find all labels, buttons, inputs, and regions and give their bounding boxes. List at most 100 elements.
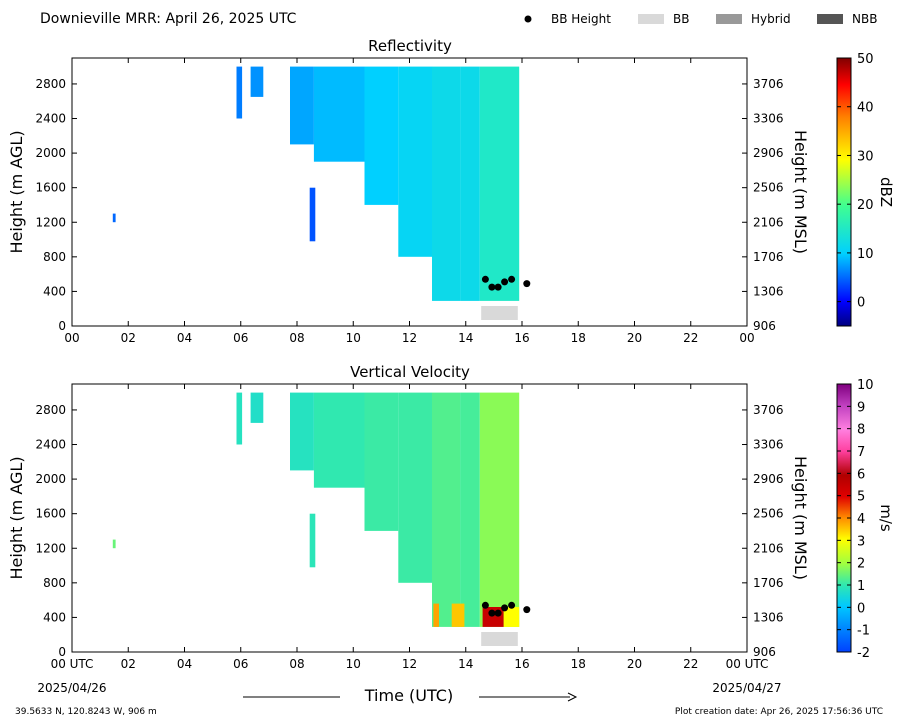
echo-region [433, 603, 439, 627]
y-tick-label-right: 2906 [753, 146, 784, 160]
x-tick-label: 06 [233, 331, 248, 345]
x-tick-label: 00 [64, 331, 79, 345]
x-tick-label: 06 [233, 657, 248, 671]
colorbar-tick-label: 2 [857, 557, 865, 572]
colorbar-tick-label: 5 [857, 490, 865, 505]
y-tick-label-right: 1706 [753, 250, 784, 264]
panel-title: Reflectivity [368, 37, 452, 55]
x-tick-label: 00 UTC [51, 657, 94, 671]
x-tick-label: 12 [402, 657, 417, 671]
y-tick-label: 1200 [35, 541, 66, 555]
creation-note: Plot creation date: Apr 26, 2025 17:56:3… [675, 707, 883, 717]
colorbar-tick-label: 10 [857, 247, 874, 262]
y-tick-label-right: 3706 [753, 77, 784, 91]
echo-region [112, 213, 116, 223]
y-tick-label-right: 2506 [753, 507, 784, 521]
x-tick-label: 14 [458, 657, 473, 671]
echo-region [479, 66, 520, 301]
y-axis-label: Height (m AGL) [7, 456, 26, 579]
y-tick-label: 800 [43, 576, 66, 590]
x-tick-label: 18 [571, 331, 586, 345]
x-tick-label: 04 [177, 657, 192, 671]
panel-vertical-velocity: Vertical Velocity 00 UTC 02 04 06 08 10 12 14 16… [7, 363, 895, 671]
echo-region [290, 392, 314, 471]
colorbar-tick-label: 0 [857, 296, 865, 311]
echo-region [236, 66, 243, 119]
colorbar-tick-label: 40 [857, 101, 874, 116]
x-tick-label: 04 [177, 331, 192, 345]
y-axis-label-right: Height (m MSL) [791, 456, 810, 580]
y-tick-label-right: 906 [753, 645, 776, 659]
colorbar-tick-label: 3 [857, 534, 865, 549]
echo-region [313, 66, 365, 162]
x-tick-label: 00 UTC [726, 657, 769, 671]
x-tick-label: 10 [346, 331, 361, 345]
x-tick-label: 08 [289, 331, 304, 345]
echo-region [250, 66, 264, 97]
y-tick-label-right: 3706 [753, 403, 784, 417]
y-tick-label: 2400 [35, 438, 66, 452]
colorbar-ticks: -2 -1 0 1 2 3 4 5 6 7 8 9 10 [837, 378, 874, 661]
echo-region [364, 392, 399, 531]
colorbar-tick-label: 1 [857, 579, 865, 594]
bb-height-marker [488, 609, 496, 617]
legend-hybrid-label: Hybrid [751, 12, 791, 26]
echo-region [460, 392, 480, 627]
x-tick-label: 02 [121, 331, 136, 345]
x-tick-label: 18 [571, 657, 586, 671]
bb-height-marker [508, 601, 516, 609]
y-tick-label: 2400 [35, 112, 66, 126]
colorbar-tick-label: 10 [857, 378, 874, 393]
x-tick-label: 10 [346, 657, 361, 671]
echo-region [451, 603, 465, 627]
bb-overlay [481, 601, 531, 646]
panel-title: Vertical Velocity [350, 363, 470, 381]
bb-height-marker [501, 278, 509, 286]
x-tick-label: 02 [121, 657, 136, 671]
x-tick-label: 22 [683, 331, 698, 345]
colorbar-tick-label: 6 [857, 467, 865, 482]
y-tick-label: 1600 [35, 507, 66, 521]
y-tick-label: 2800 [35, 77, 66, 91]
y-tick-label-right: 1306 [753, 284, 784, 298]
echo-region [364, 66, 399, 205]
y-tick-label: 0 [58, 645, 66, 659]
echo-region [432, 392, 461, 627]
legend-nbb-label: NBB [852, 12, 877, 26]
echo-region [290, 66, 314, 145]
x-tick-label: 16 [514, 331, 529, 345]
y-tick-label: 400 [43, 610, 66, 624]
legend-bb-swatch [638, 14, 664, 24]
legend-hybrid-swatch [716, 14, 742, 24]
legend-nbb-swatch [817, 14, 843, 24]
legend: BB Height BB Hybrid NBB [524, 12, 877, 26]
bb-height-marker [481, 275, 489, 283]
echo-region [479, 392, 520, 627]
y-axis-label: Height (m AGL) [7, 130, 26, 253]
colorbar-tick-label: 9 [857, 400, 865, 415]
x-tick-label: 12 [402, 331, 417, 345]
colorbar-tick-label: -2 [857, 646, 870, 661]
colorbar-label: m/s [877, 504, 895, 532]
x-axis-title: Time (UTC) [364, 686, 453, 705]
colorbar-tick-label: 20 [857, 198, 874, 213]
y-tick-label-right: 2906 [753, 472, 784, 486]
location-note: 39.5633 N, 120.8243 W, 906 m [15, 707, 157, 717]
y-tick-label-right: 2106 [753, 215, 784, 229]
colorbar-label: dBZ [877, 177, 895, 207]
bb-bar [481, 306, 518, 320]
echo-region [398, 392, 433, 583]
colorbar-tick-label: -1 [857, 624, 870, 639]
colorbar-tick-label: 0 [857, 601, 865, 616]
y-tick-label-right: 1706 [753, 576, 784, 590]
echo-region [313, 392, 365, 488]
y-axis-label-right: Height (m MSL) [791, 130, 810, 254]
echo-region [250, 392, 264, 423]
x-tick-label: 08 [289, 657, 304, 671]
x-tick-label: 20 [627, 657, 642, 671]
echo-region [398, 66, 433, 257]
x-tick-label: 16 [514, 657, 529, 671]
echo-region [503, 607, 520, 627]
echo-region [309, 187, 316, 242]
